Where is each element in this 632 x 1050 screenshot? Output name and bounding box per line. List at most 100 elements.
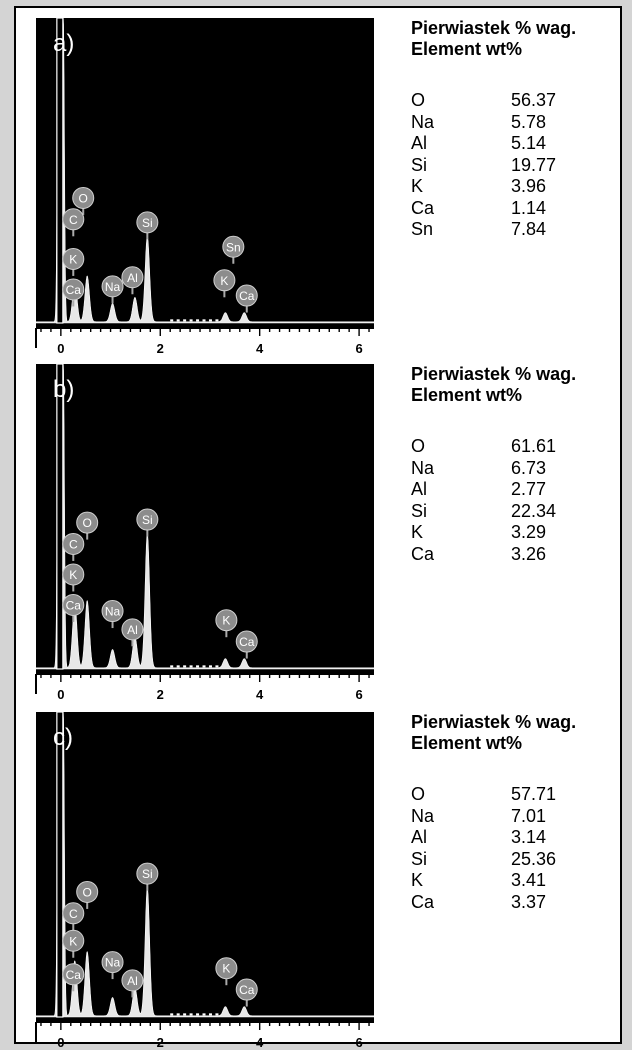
table-row: Al 5.14: [411, 133, 621, 155]
panel-a: O C Si K Ca Na Al Sn K Ca a) 0 2 4 6 Pierwiastek % wag…: [16, 17, 616, 356]
element-symbol: Na: [411, 111, 435, 132]
element-value: 5.78: [511, 111, 547, 132]
marker-sn: Sn: [222, 235, 245, 264]
marker-label: Al: [127, 271, 138, 285]
element-symbol: O: [411, 784, 426, 804]
marker-si: Si: [136, 508, 159, 537]
marker-na: Na: [101, 600, 124, 629]
table-row: K 3.29: [411, 522, 621, 544]
table-rows: O 57.71 Na 7.01 Al 3.14 Si 25.36 K 3.41 Ca 3.3…: [411, 784, 621, 913]
noise-dot: [208, 319, 212, 322]
panel-label: a): [53, 30, 74, 57]
noise-dot: [215, 319, 219, 322]
noise-dot: [176, 665, 180, 668]
noise-dot: [202, 1013, 206, 1016]
panel-b: O C Si K Ca Na Al K Ca b) 0 2 4 6 Pierwiastek % wag. …: [16, 363, 616, 702]
x-tick-label: 0: [57, 687, 64, 702]
marker-circle: [222, 235, 245, 258]
marker-label: K: [222, 962, 230, 976]
marker-al: Al: [121, 266, 144, 295]
noise-dot: [208, 1013, 212, 1016]
marker-circle: [62, 963, 85, 986]
noise-dot: [208, 665, 212, 668]
x-axis: 0 2 4 6: [35, 327, 374, 356]
marker-na: Na: [101, 275, 124, 304]
marker-c: C: [62, 532, 85, 561]
element-symbol: O: [411, 436, 426, 456]
marker-label: K: [222, 614, 230, 628]
element-symbol: K: [411, 176, 424, 196]
marker-circle: [215, 609, 238, 632]
marker-label: Si: [142, 216, 153, 230]
header-english: Element wt%: [411, 39, 523, 59]
element-value: 5.14: [511, 133, 547, 153]
spectrum-chart-b: OC Si K Ca Na Al K Ca b) 0 2 4 6: [35, 363, 375, 702]
marker-circle: [62, 593, 85, 616]
element-symbol: Si: [411, 154, 428, 175]
marker-o: O: [76, 880, 99, 909]
marker-k: K: [62, 563, 85, 592]
marker-label: C: [69, 213, 78, 227]
marker-ca: Ca: [235, 284, 258, 313]
element-value: 7.84: [511, 219, 547, 239]
table-row: Na 7.01: [411, 806, 621, 828]
marker-circle: [62, 247, 85, 270]
table-row: Si 22.34: [411, 501, 621, 523]
marker-label: Na: [105, 605, 121, 619]
marker-circle: [62, 208, 85, 231]
spectrum-trace: [35, 711, 375, 1018]
marker-circle: [136, 862, 159, 885]
table-row: Al 3.14: [411, 827, 621, 849]
marker-label: O: [83, 516, 92, 530]
spectrum-chart-a: OC Si K Ca Na Al Sn K Ca a) 0 2 4 6: [35, 17, 375, 356]
marker-si: Si: [136, 862, 159, 891]
element-value: 19.77: [511, 154, 557, 175]
noise-dot: [183, 665, 187, 668]
marker-o: O: [72, 186, 95, 215]
marker-ca: Ca: [235, 978, 258, 1007]
spectrum-trace: [35, 17, 375, 324]
element-value: 3.29: [511, 522, 547, 542]
marker-circle: [215, 957, 238, 980]
element-symbol: Al: [411, 827, 428, 847]
element-value: 6.73: [511, 457, 547, 478]
marker-ca: Ca: [62, 593, 85, 622]
table-row: K 3.96: [411, 176, 621, 198]
marker-ca: Ca: [235, 630, 258, 659]
x-tick-label: 4: [256, 1035, 264, 1050]
table-row: Sn 7.84: [411, 219, 621, 241]
marker-label: K: [69, 568, 77, 582]
table-row: Ca 3.37: [411, 892, 621, 914]
marker-circle: [101, 600, 124, 623]
panel-label: c): [53, 724, 73, 751]
header-polish: Pierwiastek % wag.: [411, 18, 577, 38]
element-symbol: Si: [411, 500, 428, 521]
noise-dot: [189, 1013, 193, 1016]
marker-al: Al: [121, 618, 144, 647]
marker-c: C: [62, 902, 85, 931]
marker-circle: [62, 902, 85, 925]
noise-dot: [189, 319, 193, 322]
marker-c: C: [62, 208, 85, 237]
x-tick-label: 0: [57, 341, 64, 356]
marker-k: K: [62, 929, 85, 958]
marker-circle: [235, 284, 258, 307]
element-symbol: Al: [411, 133, 428, 153]
marker-label: Al: [127, 623, 138, 637]
element-value: 7.01: [511, 805, 547, 826]
table-row: Si 19.77: [411, 155, 621, 177]
x-tick-label: 0: [57, 1035, 64, 1050]
table-row: Na 5.78: [411, 112, 621, 134]
element-value: 22.34: [511, 500, 557, 521]
element-symbol: Al: [411, 479, 428, 499]
marker-label: C: [69, 537, 78, 551]
marker-circle: [121, 969, 144, 992]
marker-label: O: [79, 191, 88, 205]
marker-circle: [101, 951, 124, 974]
marker-circle: [121, 618, 144, 641]
marker-al: Al: [121, 969, 144, 998]
table-row: O 57.71: [411, 784, 621, 806]
marker-label: O: [83, 885, 92, 899]
marker-k: K: [215, 609, 238, 638]
x-tick-label: 2: [157, 341, 164, 356]
